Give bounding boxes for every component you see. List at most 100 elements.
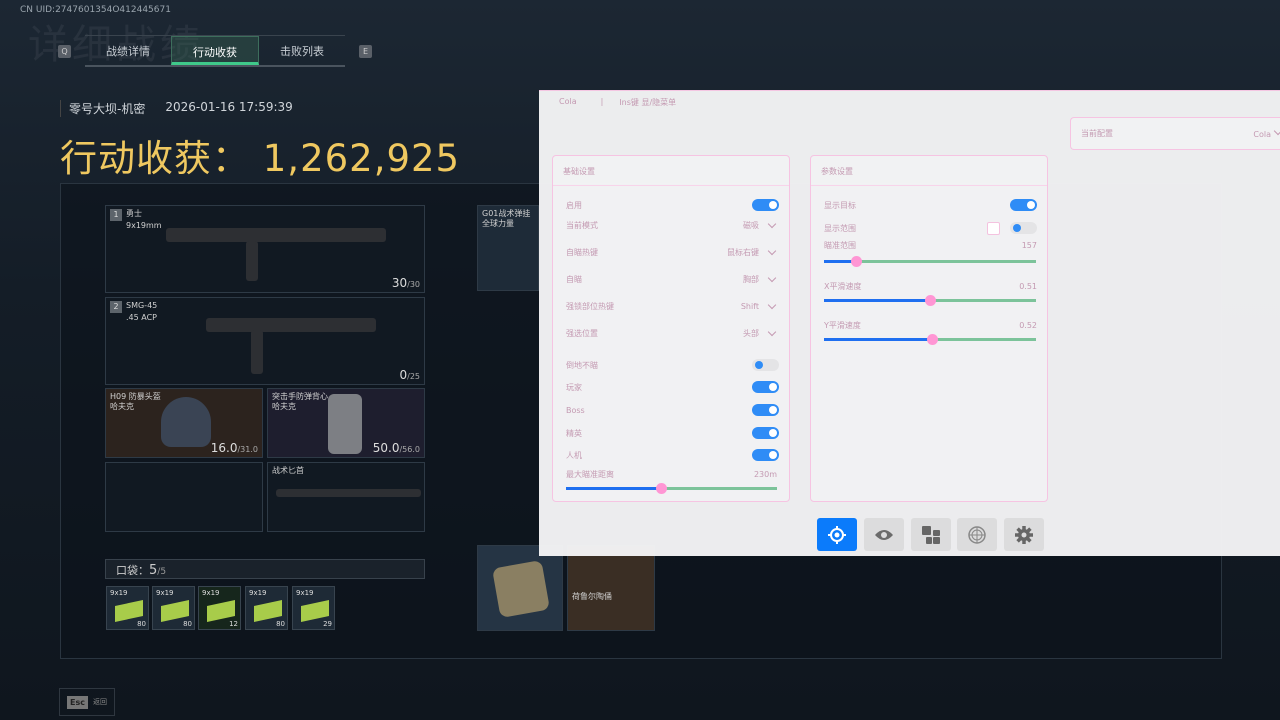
x-smooth-slider[interactable] xyxy=(824,295,1036,306)
ammo-max: /30 xyxy=(407,280,420,289)
ammo-qty: 12 xyxy=(229,620,238,628)
mode-select[interactable]: 磁吸 xyxy=(743,219,779,231)
tab-kill-list[interactable]: 击败列表 xyxy=(280,45,324,58)
bot-toggle[interactable] xyxy=(752,449,779,461)
nav-radar-button[interactable] xyxy=(957,518,997,551)
elite-toggle[interactable] xyxy=(752,427,779,439)
row-label: 倒地不瞄 xyxy=(566,360,598,370)
slider-thumb[interactable] xyxy=(655,483,667,494)
ammo-label: 9x19 xyxy=(249,589,267,597)
nav-settings-button[interactable] xyxy=(1004,518,1044,551)
row-label: 精英 xyxy=(566,428,582,438)
enable-row: 启用 xyxy=(566,198,779,212)
weapon-slot-2[interactable]: 2 SMG-45 .45 ACP 0/25 xyxy=(105,297,425,385)
show-range-toggle[interactable] xyxy=(1010,222,1037,234)
select-value: 胸部 xyxy=(743,274,759,284)
force-pos-select[interactable]: 头部 xyxy=(743,327,779,339)
ammo-max: /25 xyxy=(407,372,420,381)
case-image xyxy=(492,560,550,618)
container-slot[interactable] xyxy=(477,545,563,631)
row-label: X平滑速度 xyxy=(824,281,862,291)
rig-brand: 全球力量 xyxy=(482,219,514,228)
helmet-max: /31.0 xyxy=(237,445,258,454)
eye-icon xyxy=(875,529,893,540)
menu-brand: Cola xyxy=(559,97,577,106)
slot-number: 1 xyxy=(110,209,122,221)
nav-items-button[interactable] xyxy=(911,518,951,551)
player-toggle[interactable] xyxy=(752,381,779,393)
prev-tab-key[interactable]: Q xyxy=(58,45,71,58)
cheat-menu-overlay: Cola | Ins键 显/隐菜单 当前配置 Cola 基础设置 启用 当前模式… xyxy=(539,90,1280,556)
ammo-item[interactable]: 9x19 29 xyxy=(292,586,335,630)
player-row: 玩家 xyxy=(566,380,779,394)
ammo-qty: 80 xyxy=(137,620,146,628)
slider-value: 157 xyxy=(1021,240,1037,250)
esc-key: Esc xyxy=(67,695,88,709)
nav-visual-button[interactable] xyxy=(864,518,904,551)
helmet-name: H09 防暴头盔 xyxy=(110,392,161,401)
max-dist-slider[interactable] xyxy=(566,483,777,494)
menu-hint: Ins键 显/隐菜单 xyxy=(619,98,677,107)
armor-max: /56.0 xyxy=(399,445,420,454)
basic-settings-card: 基础设置 启用 当前模式 磁吸 自瞄热键 鼠标右键 自瞄 胸部 强锁部位热键 Shift… xyxy=(552,155,790,502)
radar-icon xyxy=(968,525,986,544)
aim-range-slider[interactable] xyxy=(824,256,1036,267)
armor-name: 突击手防弹背心 xyxy=(272,392,328,401)
lock-hotkey-select[interactable]: Shift xyxy=(741,300,779,311)
hotkey-select[interactable]: 鼠标右键 xyxy=(727,246,779,258)
menu-separator: | xyxy=(600,97,604,106)
ammo-item[interactable]: 9x19 80 xyxy=(152,586,195,630)
y-smooth-slider[interactable] xyxy=(824,334,1036,345)
boss-row: Boss xyxy=(566,403,779,417)
config-select[interactable]: 当前配置 Cola xyxy=(1070,117,1280,150)
valuables-slot[interactable]: 荷鲁尔陶俑 xyxy=(567,545,655,631)
downed-toggle[interactable] xyxy=(752,359,779,371)
nav-aim-button[interactable] xyxy=(817,518,857,551)
slider-thumb[interactable] xyxy=(850,256,862,267)
row-label: 显示目标 xyxy=(824,200,856,210)
tab-record-details[interactable]: 战绩详情 xyxy=(106,45,150,58)
show-target-toggle[interactable] xyxy=(1010,199,1037,211)
config-value: Cola xyxy=(1253,130,1271,139)
back-button[interactable]: Esc 返回 xyxy=(59,688,115,716)
card-title: 基础设置 xyxy=(553,156,789,186)
weapon-slot-1[interactable]: 1 勇士 9x19mm 30/30 xyxy=(105,205,425,293)
downed-row: 倒地不瞄 xyxy=(566,358,779,372)
slider-thumb[interactable] xyxy=(925,295,936,306)
force-pos-row: 强选位置 头部 xyxy=(566,326,779,340)
row-label: 自瞄热键 xyxy=(566,247,598,257)
armor-slot[interactable]: 突击手防弹背心 哈夫克 50.0/56.0 xyxy=(267,388,425,458)
loot-value: 1,262,925 xyxy=(262,137,461,180)
row-label: 当前模式 xyxy=(566,220,598,230)
tab-loot[interactable]: 行动收获 xyxy=(171,36,259,65)
figurine-name: 荷鲁尔陶俑 xyxy=(572,592,612,601)
show-target-row: 显示目标 xyxy=(824,198,1037,212)
melee-slot[interactable]: 战术匕首 xyxy=(267,462,425,532)
match-datetime: 2026-01-16 17:59:39 xyxy=(165,100,293,114)
chevron-down-icon xyxy=(1273,126,1280,136)
ammo-item[interactable]: 9x19 12 xyxy=(198,586,241,630)
ammo-item[interactable]: 9x19 80 xyxy=(245,586,288,630)
enable-toggle[interactable] xyxy=(752,199,779,211)
slider-thumb[interactable] xyxy=(927,334,939,345)
aim-row: 自瞄 胸部 xyxy=(566,272,779,286)
ammo-type: 9x19mm xyxy=(126,221,162,230)
row-label: 启用 xyxy=(566,200,582,210)
match-meta: 零号大坝-机密 2026-01-16 17:59:39 xyxy=(60,100,293,117)
ammo-label: 9x19 xyxy=(296,589,314,597)
next-tab-key[interactable]: E xyxy=(359,45,372,58)
hotkey-row: 自瞄热键 鼠标右键 xyxy=(566,245,779,259)
rifle-image xyxy=(166,228,386,242)
slider-value: 0.51 xyxy=(1019,281,1037,291)
ammo-item[interactable]: 9x19 80 xyxy=(106,586,149,630)
ammo-label: 9x19 xyxy=(202,589,220,597)
helmet-brand: 哈夫克 xyxy=(110,402,134,411)
rig-slot[interactable]: G01战术弹挂 全球力量 xyxy=(477,205,539,291)
pistol-slot-empty[interactable] xyxy=(105,462,263,532)
gear-icon xyxy=(1015,525,1033,544)
helmet-slot[interactable]: H09 防暴头盔 哈夫克 16.0/31.0 xyxy=(105,388,263,458)
boss-toggle[interactable] xyxy=(752,404,779,416)
pocket-header: 口袋：5/5 xyxy=(105,559,425,579)
aim-select[interactable]: 胸部 xyxy=(743,273,779,285)
range-color-checkbox[interactable] xyxy=(987,221,1000,235)
